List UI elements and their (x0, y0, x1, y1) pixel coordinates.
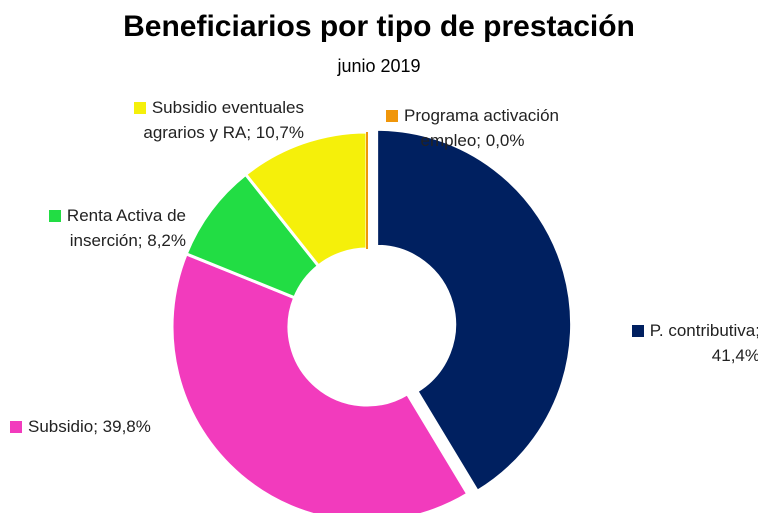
label-separator: ; (93, 417, 103, 436)
label-separator: ; (476, 131, 486, 150)
donut-slice (170, 251, 470, 513)
legend-key (48, 210, 61, 222)
value-label: 0,0% (485, 131, 525, 150)
category-name: Subsidio eventuales agrarios y RA (143, 98, 304, 142)
chart-title: Beneficiarios por tipo de prestación (123, 10, 635, 43)
data-label: P. contributiva; 41,4% (595, 318, 758, 368)
chart-subtitle: junio 2019 (337, 56, 421, 76)
data-label: Subsidio; 39,8% (10, 414, 210, 439)
value-label: 10,7% (255, 123, 304, 142)
value-label: 41,4% (711, 346, 758, 365)
legend-key (10, 421, 22, 433)
value-label: 39,8% (102, 417, 151, 436)
legend-key (133, 102, 146, 114)
data-label: Renta Activa de inserción; 8,2% (14, 203, 186, 253)
label-separator: ; (246, 123, 256, 142)
category-name: Programa activación empleo (404, 106, 559, 150)
legend-key (386, 110, 399, 122)
data-label: Subsidio eventuales agrarios y RA; 10,7% (92, 95, 304, 145)
category-name: Renta Activa de inserción (66, 206, 186, 250)
value-label: 8,2% (147, 231, 186, 250)
donut-slice (375, 127, 574, 494)
legend-key (631, 325, 644, 337)
category-name: P. contributiva (649, 321, 756, 340)
category-name: Subsidio (28, 417, 94, 436)
data-label: Programa activación empleo; 0,0% (380, 103, 565, 153)
label-separator: ; (137, 231, 148, 250)
label-separator: ; (755, 321, 758, 340)
